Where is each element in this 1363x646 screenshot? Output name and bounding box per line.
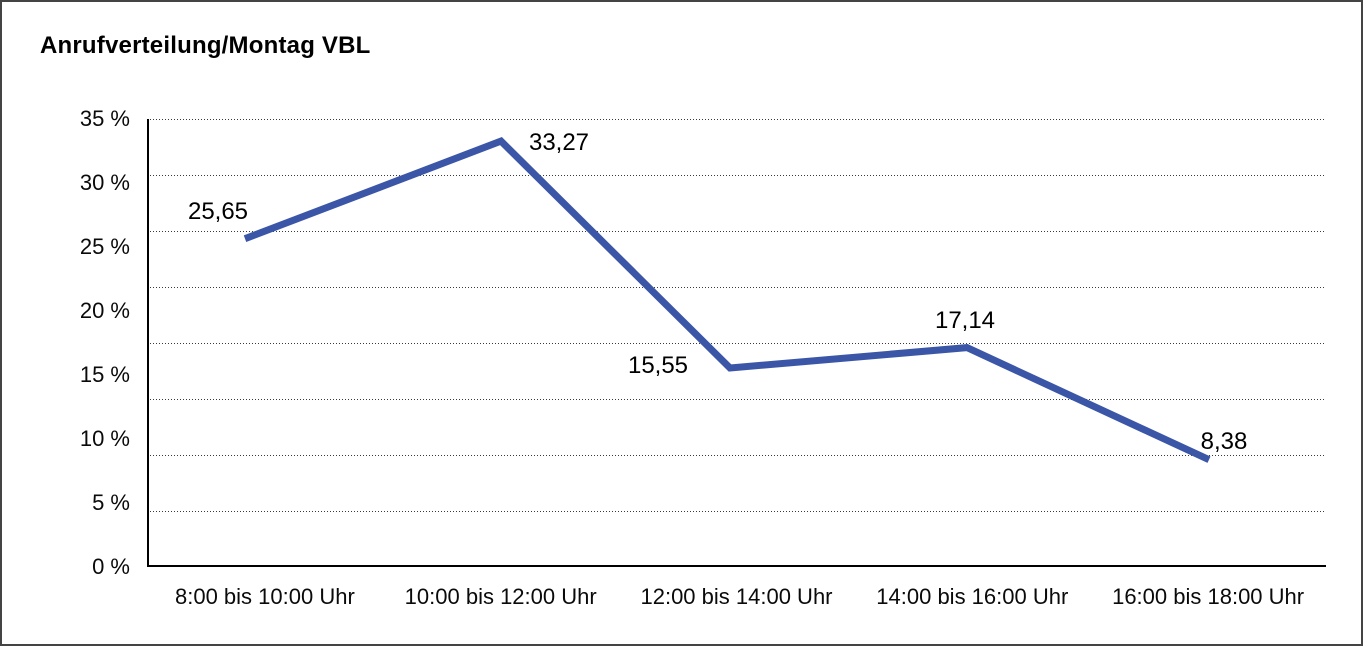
y-axis-line [147, 119, 149, 567]
x-axis-tick-label: 8:00 bis 10:00 Uhr [175, 584, 355, 609]
gridline [147, 287, 1326, 288]
y-axis-tick-label: 25 % [79, 234, 130, 259]
chart-title: Anrufverteilung/Montag VBL [40, 32, 371, 59]
x-axis-tick-label: 14:00 bis 16:00 Uhr [876, 584, 1069, 609]
data-point-label: 15,55 [627, 351, 689, 379]
gridline [147, 343, 1326, 344]
gridline [147, 175, 1326, 176]
x-axis-tick-label: 16:00 bis 18:00 Uhr [1112, 584, 1305, 609]
data-point-label: 17,14 [934, 306, 996, 334]
y-axis-tick-label: 10 % [79, 426, 130, 451]
y-axis-tick-label: 35 % [79, 106, 130, 131]
y-axis-tick-label: 15 % [79, 362, 130, 387]
x-axis-tick-label: 10:00 bis 12:00 Uhr [404, 584, 597, 609]
y-axis-tick-label: 20 % [79, 298, 130, 323]
gridline [147, 231, 1326, 232]
line-series-path [243, 137, 1211, 463]
data-point-label: 8,38 [1200, 427, 1248, 455]
y-axis-tick-label: 30 % [79, 170, 130, 195]
x-axis-tick-label: 12:00 bis 14:00 Uhr [640, 584, 833, 609]
gridline [147, 119, 1326, 120]
data-point-label: 25,65 [187, 197, 249, 225]
plot-area: 35 % 30 % 25 % 20 % 15 % 10 % 5 % 0 % 8:00 bis 1… [80, 106, 1326, 609]
gridline [147, 399, 1326, 400]
data-point-label: 33,27 [528, 129, 590, 157]
y-axis-tick-label: 5 % [92, 490, 130, 515]
gridline [147, 511, 1326, 512]
y-axis-tick-label: 0 % [92, 554, 130, 579]
line-series [243, 137, 1211, 463]
x-axis-line [147, 565, 1326, 567]
gridline [147, 455, 1326, 456]
